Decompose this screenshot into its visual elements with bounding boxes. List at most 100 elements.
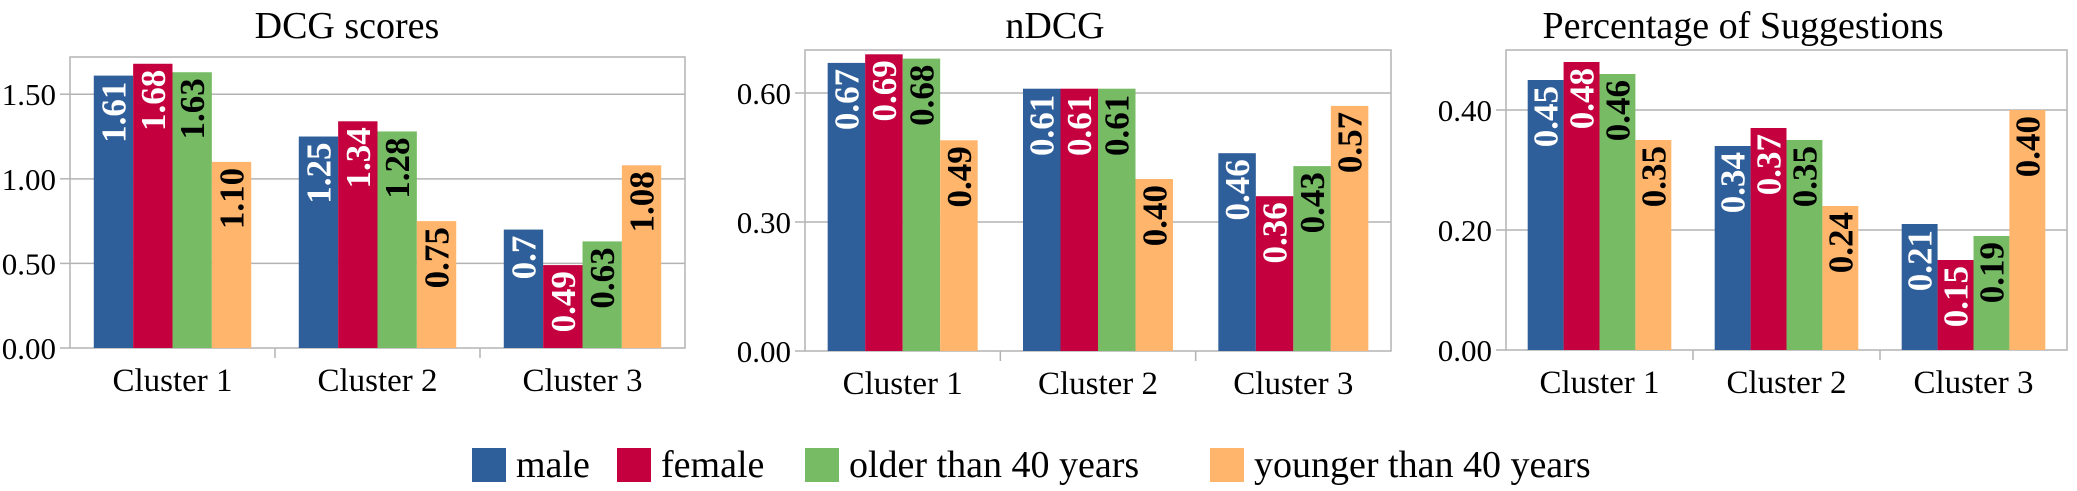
bar-male bbox=[1218, 153, 1256, 351]
bar-male bbox=[298, 136, 339, 348]
bar-male bbox=[1901, 224, 1938, 350]
bar-younger-than-40-years bbox=[621, 165, 662, 348]
bar-value-label: 0.63 bbox=[583, 247, 622, 308]
bar-value-label: 0.49 bbox=[544, 271, 583, 332]
y-tick-label: 0.50 bbox=[2, 246, 56, 281]
bar-value-label: 0.40 bbox=[1135, 185, 1174, 246]
bar-male bbox=[503, 229, 544, 348]
bar-younger-than-40-years bbox=[416, 221, 457, 348]
legend-label: younger than 40 years bbox=[1254, 444, 1591, 486]
chart-title: nDCG bbox=[1005, 5, 1104, 47]
chart-panel-3: Percentage of Suggestions 0.00 0.20 0.40 Clu… bbox=[1438, 5, 2068, 401]
legend-label: female bbox=[661, 444, 764, 486]
bar-value-label: 0.21 bbox=[1901, 230, 1940, 291]
bar-value-label: 0.48 bbox=[1563, 68, 1602, 129]
y-tick-label: 0.20 bbox=[1438, 213, 1492, 248]
bar-female bbox=[1937, 260, 1974, 350]
bar-younger-than-40-years bbox=[940, 140, 978, 351]
bar-value-label: 0.61 bbox=[1060, 95, 1099, 156]
legend-label: male bbox=[516, 444, 590, 486]
bar-value-label: 1.28 bbox=[378, 137, 417, 198]
legend-swatch bbox=[617, 448, 651, 482]
legend-swatch bbox=[805, 448, 839, 482]
x-tick-label: Cluster 2 bbox=[1038, 366, 1158, 402]
y-tick-label: 0.40 bbox=[1438, 93, 1492, 128]
chart-panel-2: nDCG 0.00 0.30 0.60 Cluster 1 0.670.690.68 0.4… bbox=[737, 5, 1392, 402]
bar-female bbox=[1750, 128, 1787, 350]
chart-title: Percentage of Suggestions bbox=[1542, 5, 1943, 47]
bar-male bbox=[1527, 80, 1564, 350]
bar-female bbox=[543, 265, 583, 348]
bar-younger-than-40-years bbox=[1330, 105, 1369, 352]
x-tick-label: Cluster 3 bbox=[1913, 365, 2033, 401]
chart-title: DCG scores bbox=[255, 5, 440, 47]
bar-male bbox=[93, 75, 134, 348]
bar-value-label: 0.69 bbox=[865, 60, 904, 121]
x-tick-label: Cluster 3 bbox=[1233, 366, 1353, 402]
bar-value-label: 0.57 bbox=[1331, 112, 1370, 173]
bar-value-label: 0.36 bbox=[1256, 202, 1295, 263]
bar-value-label: 0.46 bbox=[1598, 80, 1637, 141]
bar-older-than-40-years bbox=[1786, 140, 1823, 350]
x-tick-label: Cluster 2 bbox=[1726, 365, 1846, 401]
bar-value-label: 0.43 bbox=[1293, 172, 1332, 233]
bar-value-label: 0.61 bbox=[1023, 95, 1062, 156]
legend-swatch bbox=[1210, 448, 1244, 482]
bar-female bbox=[133, 63, 173, 348]
y-tick-label: 0.00 bbox=[1438, 333, 1492, 368]
bar-value-label: 1.10 bbox=[213, 168, 252, 229]
bar-younger-than-40-years bbox=[2009, 110, 2046, 350]
bar-value-label: 1.34 bbox=[339, 127, 378, 188]
bar-value-label: 0.67 bbox=[827, 69, 866, 130]
x-tick-label: Cluster 3 bbox=[522, 363, 642, 399]
bar-female bbox=[1563, 62, 1600, 350]
legend-label: older than 40 years bbox=[849, 444, 1139, 486]
bar-older-than-40-years bbox=[377, 131, 417, 348]
bar-older-than-40-years bbox=[582, 241, 622, 348]
bar-value-label: 0.15 bbox=[1937, 266, 1976, 327]
bar-value-label: 0.19 bbox=[1972, 242, 2011, 303]
bar-value-label: 0.40 bbox=[2008, 116, 2047, 177]
bar-value-label: 0.7 bbox=[504, 236, 543, 280]
bar-older-than-40-years bbox=[1973, 236, 2010, 350]
bar-female bbox=[338, 121, 378, 348]
y-tick-label: 0.60 bbox=[737, 76, 791, 111]
bar-younger-than-40-years bbox=[1135, 179, 1174, 351]
bar-older-than-40-years bbox=[172, 72, 212, 348]
bar-older-than-40-years bbox=[1599, 74, 1636, 350]
bar-older-than-40-years bbox=[1098, 88, 1136, 351]
bar-value-label: 0.45 bbox=[1527, 86, 1566, 147]
bar-female bbox=[865, 54, 903, 352]
legend: male female older than 40 years younger tha… bbox=[472, 444, 1591, 486]
bar-female bbox=[1255, 196, 1294, 351]
bar-value-label: 0.37 bbox=[1750, 134, 1789, 195]
bar-value-label: 1.08 bbox=[623, 171, 662, 232]
x-tick-label: Cluster 1 bbox=[112, 363, 232, 399]
bar-male bbox=[1022, 88, 1061, 351]
bar-male bbox=[827, 62, 866, 352]
y-tick-label: 0.00 bbox=[737, 334, 791, 369]
bar-value-label: 1.61 bbox=[94, 82, 133, 143]
bar-older-than-40-years bbox=[902, 58, 941, 351]
bar-female bbox=[1060, 88, 1098, 351]
bar-value-label: 0.75 bbox=[418, 227, 457, 288]
x-tick-label: Cluster 2 bbox=[317, 363, 437, 399]
bar-value-label: 0.34 bbox=[1714, 152, 1753, 213]
bar-value-label: 0.24 bbox=[1821, 212, 1860, 273]
bar-value-label: 1.63 bbox=[173, 78, 212, 139]
bar-value-label: 0.68 bbox=[902, 65, 941, 126]
bar-older-than-40-years bbox=[1293, 166, 1331, 351]
bar-value-label: 0.61 bbox=[1098, 95, 1137, 156]
bar-value-label: 0.49 bbox=[940, 146, 979, 207]
bar-value-label: 0.46 bbox=[1218, 159, 1257, 220]
bar-value-label: 1.68 bbox=[134, 70, 173, 131]
bar-younger-than-40-years bbox=[1822, 206, 1859, 350]
y-tick-label: 1.50 bbox=[2, 77, 56, 112]
x-tick-label: Cluster 1 bbox=[1539, 365, 1659, 401]
bar-value-label: 0.35 bbox=[1634, 146, 1673, 207]
bar-male bbox=[1714, 146, 1751, 350]
legend-swatch bbox=[472, 448, 506, 482]
bar-value-label: 1.25 bbox=[299, 143, 338, 204]
